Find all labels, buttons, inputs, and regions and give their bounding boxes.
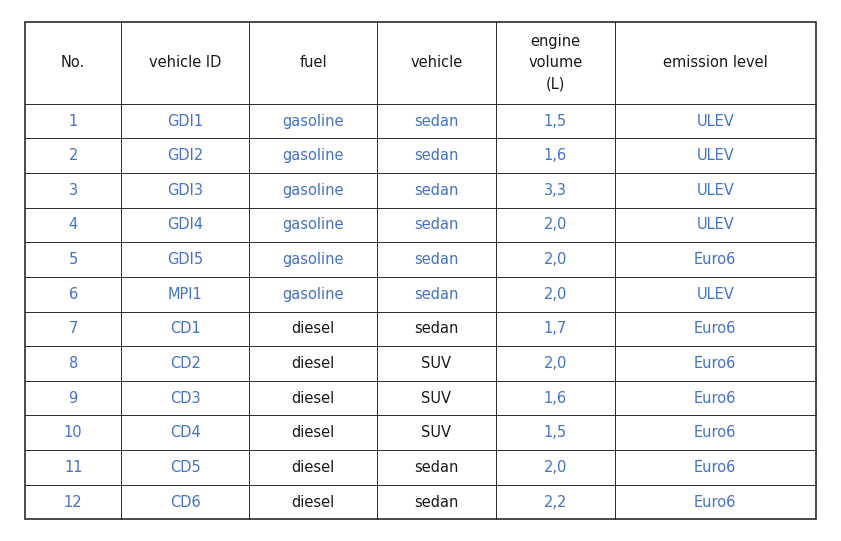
Text: No.: No. [61, 55, 85, 70]
Text: emission level: emission level [663, 55, 768, 70]
Text: Euro6: Euro6 [694, 252, 737, 267]
Text: ULEV: ULEV [696, 183, 734, 198]
Text: Euro6: Euro6 [694, 356, 737, 371]
Text: vehicle: vehicle [410, 55, 463, 70]
Text: 11: 11 [64, 460, 82, 475]
Text: gasoline: gasoline [283, 287, 344, 302]
Text: CD1: CD1 [170, 321, 200, 337]
Text: CD6: CD6 [170, 494, 200, 510]
Text: 1,5: 1,5 [544, 114, 567, 129]
Text: ULEV: ULEV [696, 287, 734, 302]
Text: GDI1: GDI1 [167, 114, 204, 129]
Text: engine
volume
(L): engine volume (L) [528, 34, 583, 91]
Text: GDI3: GDI3 [167, 183, 204, 198]
Text: diesel: diesel [292, 391, 335, 406]
Text: 7: 7 [68, 321, 78, 337]
Text: gasoline: gasoline [283, 217, 344, 233]
Text: 3,3: 3,3 [544, 183, 567, 198]
Text: CD2: CD2 [170, 356, 201, 371]
Text: sedan: sedan [415, 252, 458, 267]
Text: ULEV: ULEV [696, 114, 734, 129]
Text: 2,0: 2,0 [543, 217, 567, 233]
Text: 8: 8 [69, 356, 78, 371]
Text: 9: 9 [69, 391, 78, 406]
Text: Euro6: Euro6 [694, 391, 737, 406]
Text: 1,6: 1,6 [544, 148, 567, 163]
Text: ULEV: ULEV [696, 148, 734, 163]
Text: CD3: CD3 [170, 391, 200, 406]
Text: 6: 6 [69, 287, 78, 302]
Text: 1,5: 1,5 [544, 425, 567, 440]
Text: 5: 5 [69, 252, 78, 267]
Text: MPI1: MPI1 [168, 287, 203, 302]
Text: 12: 12 [64, 494, 82, 510]
Text: sedan: sedan [415, 460, 458, 475]
Text: sedan: sedan [415, 217, 458, 233]
Text: Euro6: Euro6 [694, 460, 737, 475]
Text: diesel: diesel [292, 356, 335, 371]
Text: diesel: diesel [292, 425, 335, 440]
Text: diesel: diesel [292, 460, 335, 475]
Text: gasoline: gasoline [283, 252, 344, 267]
Text: vehicle ID: vehicle ID [149, 55, 221, 70]
Text: 2,0: 2,0 [543, 287, 567, 302]
Text: sedan: sedan [415, 183, 458, 198]
Text: 3: 3 [69, 183, 77, 198]
Text: sedan: sedan [415, 494, 458, 510]
Text: 10: 10 [64, 425, 82, 440]
Text: 2,2: 2,2 [543, 494, 567, 510]
Text: 2,0: 2,0 [543, 252, 567, 267]
Text: GDI2: GDI2 [167, 148, 204, 163]
Text: 2,0: 2,0 [543, 356, 567, 371]
Text: sedan: sedan [415, 114, 458, 129]
Text: 1: 1 [69, 114, 78, 129]
Text: diesel: diesel [292, 321, 335, 337]
Text: gasoline: gasoline [283, 183, 344, 198]
Text: CD4: CD4 [170, 425, 200, 440]
Text: SUV: SUV [421, 425, 452, 440]
Text: 2: 2 [68, 148, 78, 163]
Text: GDI4: GDI4 [167, 217, 204, 233]
Text: sedan: sedan [415, 287, 458, 302]
Text: SUV: SUV [421, 356, 452, 371]
Text: ULEV: ULEV [696, 217, 734, 233]
Text: 2,0: 2,0 [543, 460, 567, 475]
Text: gasoline: gasoline [283, 148, 344, 163]
Text: CD5: CD5 [170, 460, 200, 475]
Text: fuel: fuel [299, 55, 327, 70]
Text: diesel: diesel [292, 494, 335, 510]
Text: Euro6: Euro6 [694, 494, 737, 510]
Text: sedan: sedan [415, 148, 458, 163]
Text: GDI5: GDI5 [167, 252, 204, 267]
Text: Euro6: Euro6 [694, 321, 737, 337]
Text: SUV: SUV [421, 391, 452, 406]
Text: gasoline: gasoline [283, 114, 344, 129]
Text: sedan: sedan [415, 321, 458, 337]
Text: Euro6: Euro6 [694, 425, 737, 440]
Text: 4: 4 [69, 217, 78, 233]
Text: 1,7: 1,7 [543, 321, 567, 337]
Text: 1,6: 1,6 [544, 391, 567, 406]
